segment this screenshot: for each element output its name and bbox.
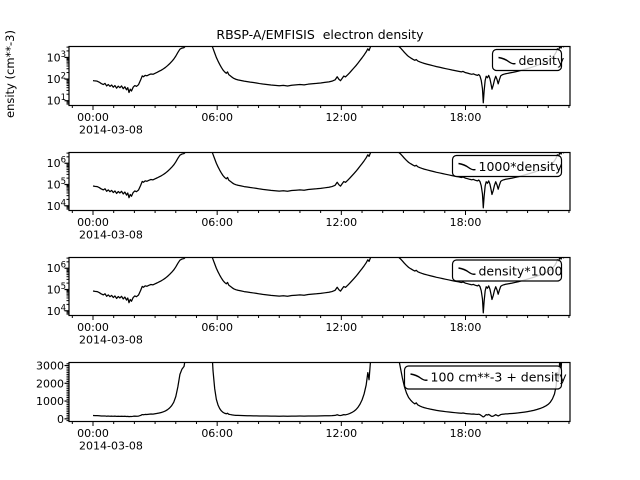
panel-4-series-line (92, 362, 564, 418)
x-tick-label: 00:00 (77, 427, 109, 440)
y-tick-label: 105 (47, 282, 66, 297)
legend-label: density*1000 (479, 264, 563, 279)
y-tick-label: 0 (57, 413, 64, 426)
y-tick-label: 103 (47, 50, 66, 65)
legend-line-sample (410, 373, 428, 381)
panel-2-series-line (92, 152, 565, 209)
x-tick-label: 18:00 (450, 216, 482, 229)
panel-3-legend: density*1000 (451, 259, 563, 282)
y-tick-label: 3000 (36, 360, 64, 373)
panel-3-series-line (92, 257, 565, 314)
legend-box (451, 154, 563, 178)
panel-frame (68, 45, 571, 107)
legend-line-sample (498, 56, 516, 65)
x-tick-label: 18:00 (450, 111, 482, 124)
legend-box (491, 48, 563, 72)
legend-label: 1000*density (479, 159, 563, 174)
x-tick-label: 12:00 (325, 216, 357, 229)
panel-3: 00:00 06:00 12:00 18:00 2014-03-08 104 105 106 d… (47, 256, 571, 347)
x-tick-label: 12:00 (325, 321, 357, 334)
x-tick-label: 06:00 (201, 321, 233, 334)
panel-1-legend: density (491, 48, 565, 72)
y-tick-label: 106 (47, 156, 66, 171)
y-tick-label: 105 (47, 177, 66, 192)
y-tick-label: 104 (47, 198, 66, 213)
panel-frame (68, 361, 571, 423)
x-tick-label: 12:00 (325, 427, 357, 440)
legend-box (451, 259, 563, 282)
x-axis-date-label: 2014-03-08 (79, 229, 143, 242)
panel-1: 00:00 06:00 12:00 18:00 2014-03-08 101 102 103 d… (47, 45, 571, 137)
legend-line-sample (458, 267, 476, 275)
y-tick-label: 2000 (36, 377, 64, 390)
x-tick-label: 06:00 (201, 216, 233, 229)
panel-2: 00:00 06:00 12:00 18:00 2014-03-08 104 105 106 1… (47, 151, 571, 242)
y-tick-label: 1000 (36, 395, 64, 408)
x-axis-date-label: 2014-03-08 (79, 440, 143, 453)
panel-4-legend: 100 cm**-3 + density (403, 365, 568, 390)
x-tick-label: 06:00 (201, 427, 233, 440)
x-tick-label: 18:00 (450, 321, 482, 334)
plot-title: RBSP-A/EMFISIS electron density (216, 27, 424, 42)
panel-frame (68, 256, 571, 317)
legend-box (403, 365, 563, 390)
y-tick-label: 104 (47, 303, 66, 318)
y-tick-label: 101 (47, 93, 66, 108)
x-tick-label: 00:00 (77, 216, 109, 229)
y-tick-label: 106 (47, 261, 66, 276)
legend-line-sample (458, 162, 476, 171)
panel-4: 00:00 06:00 12:00 18:00 2014-03-08 0 1000 2000 3… (36, 360, 571, 453)
y-tick-label: 102 (47, 72, 66, 87)
x-tick-label: 00:00 (77, 321, 109, 334)
x-tick-label: 00:00 (77, 111, 109, 124)
panel-frame (68, 151, 571, 212)
legend-label: density (519, 53, 565, 68)
x-axis-date-label: 2014-03-08 (79, 124, 143, 137)
panel-1-series-line (92, 46, 565, 104)
x-tick-label: 12:00 (325, 111, 357, 124)
x-tick-label: 18:00 (450, 427, 482, 440)
x-tick-label: 06:00 (201, 111, 233, 124)
panel-2-legend: 1000*density (451, 154, 563, 178)
legend-label: 100 cm**-3 + density (431, 370, 568, 385)
x-axis-date-label: 2014-03-08 (79, 334, 143, 347)
